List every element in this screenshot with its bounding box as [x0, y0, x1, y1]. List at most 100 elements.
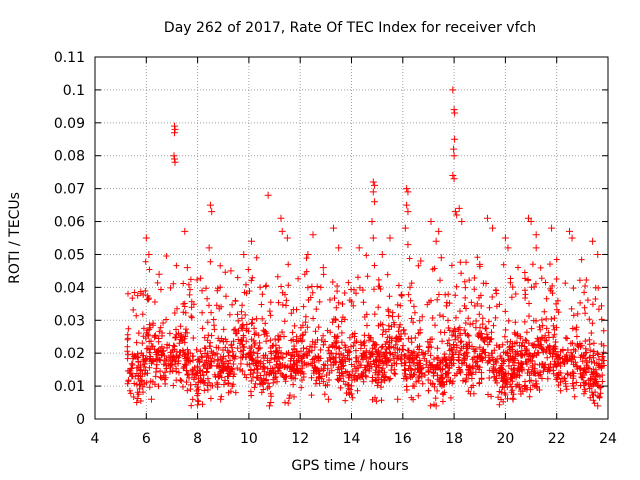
data-point	[369, 234, 377, 242]
data-point	[369, 188, 377, 196]
data-point	[403, 201, 411, 209]
x-tick-label: 22	[548, 431, 566, 447]
data-point	[371, 198, 379, 206]
data-point	[449, 171, 457, 179]
data-point	[217, 395, 225, 403]
x-tick-label: 18	[445, 431, 463, 447]
data-point	[181, 227, 189, 235]
data-point	[171, 155, 179, 163]
data-point	[568, 234, 576, 242]
data-point	[319, 264, 327, 272]
y-tick-label: 0.09	[54, 116, 85, 132]
data-point	[227, 267, 235, 275]
data-point	[205, 244, 213, 252]
x-tick-label: 8	[193, 431, 202, 447]
x-tick-label: 6	[142, 431, 151, 447]
data-point	[501, 234, 509, 242]
data-point	[283, 234, 291, 242]
data-point	[483, 214, 491, 222]
data-point	[450, 106, 458, 114]
y-axis-label: ROTI / TECUs	[7, 192, 23, 284]
data-point	[449, 86, 457, 94]
data-point	[401, 224, 409, 232]
data-point	[455, 204, 463, 212]
data-point	[309, 231, 317, 239]
data-point	[589, 237, 597, 245]
y-tick-label: 0.05	[54, 247, 85, 263]
y-tick-label: 0.08	[54, 149, 85, 165]
data-point	[369, 178, 377, 186]
data-point	[171, 122, 179, 130]
data-point	[142, 234, 150, 242]
data-point	[206, 201, 214, 209]
y-axis-ticks: 0 0.01 0.02 0.03 0.04 0.05 0.06 0.07 0.08 0.09 0.1…	[54, 50, 608, 428]
data-point	[171, 125, 179, 133]
data-point	[278, 227, 286, 235]
data-point	[404, 208, 412, 216]
data-point	[277, 214, 285, 222]
data-point	[450, 145, 458, 153]
data-point	[532, 231, 540, 239]
data-point	[171, 158, 179, 166]
y-tick-label: 0.03	[54, 313, 85, 329]
data-point	[435, 227, 443, 235]
data-point	[368, 218, 376, 226]
x-tick-label: 16	[394, 431, 412, 447]
y-tick-label: 0.11	[54, 50, 85, 66]
data-point	[451, 135, 459, 143]
data-point	[417, 257, 425, 265]
data-point	[147, 395, 155, 403]
data-point	[432, 402, 440, 410]
data-point	[155, 270, 163, 278]
data-point	[450, 152, 458, 160]
data-point	[335, 244, 343, 252]
x-tick-label: 10	[240, 431, 258, 447]
x-tick-label: 14	[343, 431, 361, 447]
data-point	[330, 224, 338, 232]
y-tick-label: 0.1	[63, 83, 85, 99]
data-point	[145, 250, 153, 258]
data-point	[450, 175, 458, 183]
data-point	[566, 227, 574, 235]
y-tick-label: 0.01	[54, 379, 85, 395]
y-tick-label: 0.04	[54, 280, 85, 296]
data-point	[183, 264, 191, 272]
data-point	[240, 250, 248, 258]
data-point	[403, 185, 411, 193]
data-point	[304, 250, 312, 258]
data-point	[451, 109, 459, 117]
x-tick-label: 20	[496, 431, 514, 447]
data-point	[504, 244, 512, 252]
data-point	[476, 260, 484, 268]
data-point	[264, 191, 272, 199]
data-point	[437, 254, 445, 262]
data-points	[124, 86, 607, 410]
data-point	[170, 152, 178, 160]
data-point	[532, 244, 540, 252]
data-point	[371, 181, 379, 189]
dense-point-cloud	[124, 252, 607, 409]
data-point	[247, 237, 255, 245]
data-point	[355, 244, 363, 252]
x-tick-label: 4	[91, 431, 100, 447]
data-point	[267, 399, 275, 407]
data-point	[404, 188, 412, 196]
data-point	[171, 129, 179, 137]
data-point	[594, 402, 602, 410]
data-point	[527, 218, 535, 226]
data-point	[458, 218, 466, 226]
data-point	[509, 395, 517, 403]
data-point	[427, 218, 435, 226]
data-point	[451, 208, 459, 216]
y-tick-label: 0.02	[54, 346, 85, 362]
x-tick-label: 12	[291, 431, 309, 447]
data-point	[394, 395, 402, 403]
data-point	[404, 241, 412, 249]
chart-title: Day 262 of 2017, Rate Of TEC Index for r…	[164, 20, 536, 36]
y-tick-label: 0.07	[54, 182, 85, 198]
x-axis-label: GPS time / hours	[291, 458, 408, 474]
data-point	[386, 234, 394, 242]
data-point	[594, 250, 602, 258]
data-point	[324, 395, 332, 403]
